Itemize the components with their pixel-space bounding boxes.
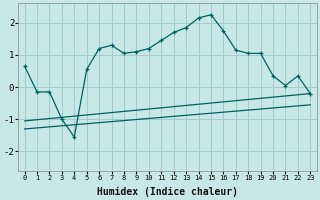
- X-axis label: Humidex (Indice chaleur): Humidex (Indice chaleur): [97, 186, 238, 197]
